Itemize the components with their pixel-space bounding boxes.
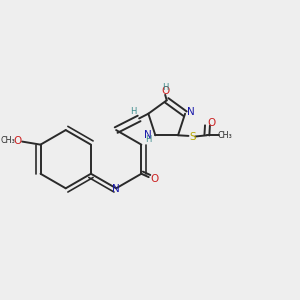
Text: N: N (112, 184, 120, 194)
Text: H: H (145, 135, 152, 144)
Text: H: H (162, 83, 168, 92)
Text: S: S (189, 131, 196, 142)
Text: N: N (144, 130, 152, 140)
Text: CH₃: CH₃ (1, 136, 16, 146)
Text: H: H (130, 107, 137, 116)
Text: O: O (208, 118, 216, 128)
Text: CH₃: CH₃ (218, 131, 232, 140)
Text: O: O (161, 86, 169, 96)
Text: O: O (151, 174, 159, 184)
Text: N: N (187, 107, 195, 118)
Text: O: O (14, 136, 22, 146)
